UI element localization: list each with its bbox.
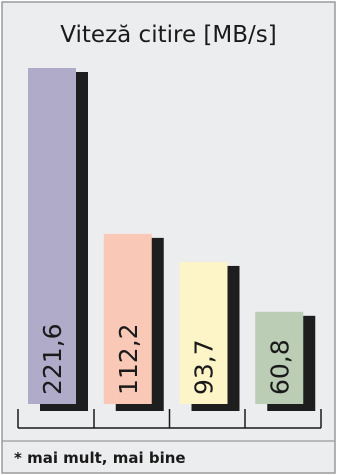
bar: [28, 68, 76, 404]
x-axis: [17, 409, 322, 429]
bar-value-label: 93,7: [190, 339, 219, 395]
bars-group: 221,6 112,2 93,7 60,8: [28, 68, 316, 411]
bar-value-label: 221,6: [38, 323, 67, 395]
chart-title: Viteză citire [MB/s]: [60, 22, 276, 48]
bar: [179, 261, 228, 404]
bar: [255, 311, 304, 404]
bar-value-label: 112,2: [114, 323, 143, 395]
bar: [103, 233, 152, 404]
footnote: * mai mult, mai bine: [14, 449, 186, 467]
bar-value-label: 60,8: [265, 339, 294, 395]
